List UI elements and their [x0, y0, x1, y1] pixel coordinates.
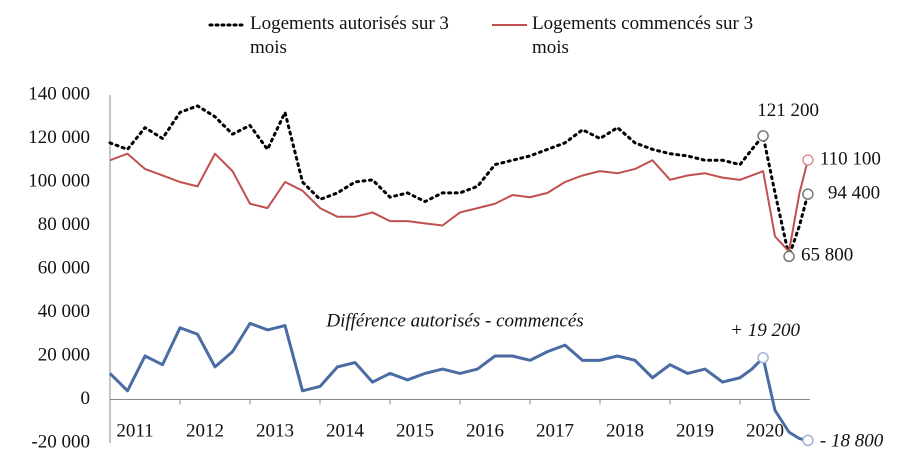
data-point [802, 154, 814, 166]
x-tick-label: 2018 [606, 420, 644, 441]
x-tick-label: 2020 [746, 420, 784, 441]
x-tick-label: 2012 [186, 420, 224, 441]
x-tick-label: 2014 [326, 420, 365, 441]
line-series [108, 321, 809, 442]
series-annotation: Différence autorisés - commencés [325, 310, 583, 331]
y-tick-label: 80 000 [38, 214, 90, 235]
legend-label: Logements commencés sur 3 mois [532, 13, 754, 58]
data-point [757, 130, 769, 142]
data-label: 121 200 [757, 100, 819, 121]
x-tick-label: 2017 [536, 420, 574, 441]
data-label: 65 800 [801, 245, 853, 266]
data-point [802, 188, 814, 200]
y-tick-label: 60 000 [38, 257, 90, 278]
y-tick-label: 0 [81, 388, 91, 409]
x-tick-label: 2013 [256, 420, 294, 441]
y-tick-label: 140 000 [28, 83, 90, 104]
data-label: 110 100 [820, 148, 881, 169]
data-label: - 18 800 [820, 431, 884, 451]
data-point [783, 250, 795, 263]
legend-label: Logements autorisés sur 3 mois [250, 13, 449, 58]
x-tick-label: 2015 [396, 420, 434, 441]
y-tick-label: 120 000 [28, 127, 90, 148]
y-tick-label: 20 000 [38, 344, 90, 365]
x-tick-label: 2011 [116, 420, 153, 441]
line-series [109, 152, 809, 253]
line-series [108, 104, 810, 258]
x-tick-label: 2016 [466, 420, 504, 441]
data-point [802, 434, 814, 447]
data-label: + 19 200 [730, 320, 800, 341]
data-point [757, 351, 769, 364]
y-tick-label: 100 000 [28, 170, 90, 191]
y-tick-label: -20 000 [31, 431, 90, 451]
data-label: 94 400 [828, 183, 880, 204]
x-tick-label: 2019 [676, 420, 714, 441]
y-tick-label: 40 000 [38, 301, 90, 322]
